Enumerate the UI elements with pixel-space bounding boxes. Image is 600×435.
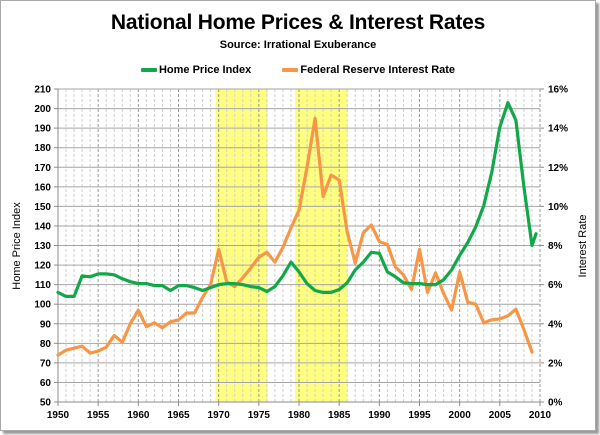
x-tick-label: 2000 — [449, 410, 472, 421]
interest-rate-line-points — [57, 118, 533, 356]
y-tick-label: 100 — [34, 300, 51, 311]
y-tick-label: 80 — [40, 339, 52, 350]
y-tick-label: 90 — [40, 319, 52, 330]
y2-axis-title: Interest Rate — [577, 215, 589, 278]
x-tick-label: 1950 — [47, 410, 70, 421]
y-tick-label: 60 — [40, 378, 52, 389]
y2-tick-label: 0% — [548, 398, 563, 409]
legend-label-home-price-index: Home Price Index — [158, 64, 252, 76]
y2-tick-label: 12% — [548, 163, 568, 174]
home-price-index-line-points — [57, 102, 537, 297]
y2-tick-label: 6% — [548, 280, 563, 291]
y-tick-label: 170 — [34, 163, 51, 174]
y-tick-label: 210 — [34, 85, 51, 96]
y2-tick-label: 2% — [548, 358, 563, 369]
x-tick-label: 1955 — [87, 410, 110, 421]
y2-tick-label: 8% — [548, 241, 563, 252]
y2-tick-label: 4% — [548, 319, 563, 330]
x-tick-label: 1960 — [127, 410, 150, 421]
legend-label-interest-rate: Federal Reserve Interest Rate — [300, 64, 456, 76]
x-tick-label: 1980 — [288, 410, 311, 421]
x-tick-label: 1995 — [408, 410, 431, 421]
y2-tick-label: 10% — [548, 202, 568, 213]
x-tick-label: 1985 — [328, 410, 351, 421]
x-tick-label: 2010 — [529, 410, 552, 421]
x-tick-label: 1990 — [368, 410, 391, 421]
y-tick-label: 160 — [34, 182, 51, 193]
legend-item-home-price-index: Home Price Index — [140, 64, 252, 76]
x-tick-label: 1975 — [248, 410, 271, 421]
x-tick-label: 2005 — [489, 410, 512, 421]
chart-subtitle: Source: Irrational Exuberance — [219, 39, 377, 51]
y-tick-label: 200 — [34, 104, 51, 115]
y2-tick-label: 14% — [548, 124, 568, 135]
y-tick-label: 70 — [40, 358, 52, 369]
y-tick-label: 130 — [34, 241, 51, 252]
interest-rate-line — [56, 116, 534, 357]
x-tick-label: 1970 — [208, 410, 231, 421]
y-tick-label: 190 — [34, 124, 51, 135]
y-tick-label: 120 — [34, 261, 51, 272]
x-tick-label: 1965 — [167, 410, 190, 421]
chart-title: National Home Prices & Interest Rates — [110, 11, 486, 34]
y2-tick-label: 16% — [548, 85, 568, 96]
legend-swatch-interest-rate — [282, 68, 299, 72]
y-tick-label: 180 — [34, 143, 51, 154]
y-tick-label: 110 — [35, 280, 52, 291]
y-axis-title: Home Price Index — [11, 202, 23, 290]
y-tick-label: 150 — [34, 202, 51, 213]
y-tick-label: 50 — [40, 398, 52, 409]
legend: Home Price Index Federal Reserve Interes… — [1, 63, 595, 76]
legend-swatch-home-price-index — [140, 68, 157, 72]
legend-item-interest-rate: Federal Reserve Interest Rate — [282, 64, 455, 76]
y-tick-label: 140 — [34, 221, 51, 232]
